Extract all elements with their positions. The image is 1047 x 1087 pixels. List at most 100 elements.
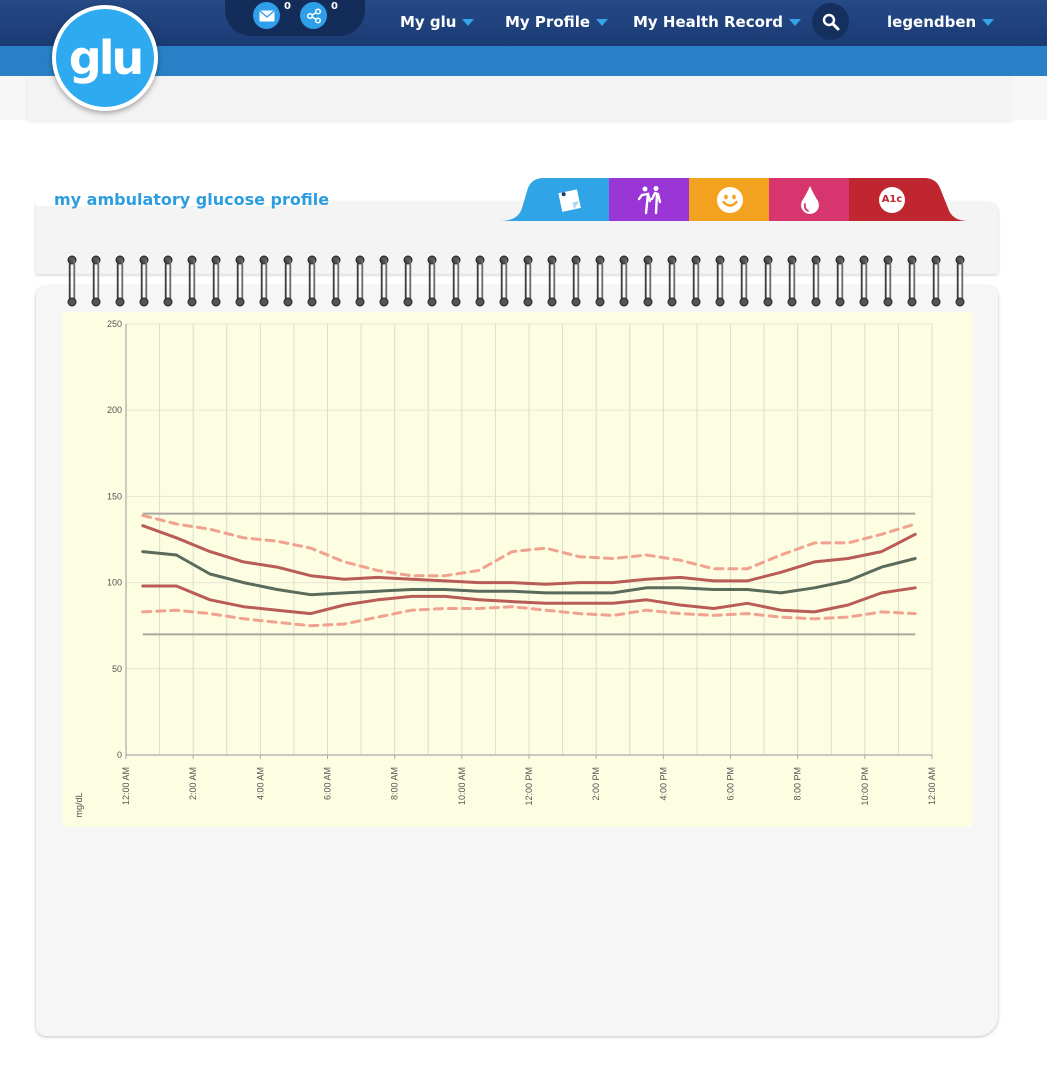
x-tick-label: 10:00 PM: [860, 767, 870, 806]
spiral-ring: [187, 255, 197, 307]
nav-my-glu-label: My glu: [400, 13, 457, 31]
y-tick-label: 200: [107, 405, 122, 415]
envelope-icon: [259, 9, 274, 21]
y-tick-label: 250: [107, 319, 122, 329]
spiral-ring: [667, 255, 677, 307]
spiral-ring: [595, 255, 605, 307]
chevron-down-icon: [596, 19, 609, 26]
x-tick-label: 2:00 AM: [188, 767, 198, 800]
category-tabs: A1c: [500, 178, 968, 221]
spiral-ring: [235, 255, 245, 307]
spiral-ring: [211, 255, 221, 307]
header-band: [28, 76, 1012, 120]
glucose-chart: 0 50 100 150 200 250 12:00 AM 2:00 AM 4:00 AM 6:0…: [74, 319, 937, 818]
spiral-ring: [115, 255, 125, 307]
glu-logo[interactable]: glu: [52, 5, 158, 111]
spiral-ring: [907, 255, 917, 307]
chevron-down-icon: [462, 19, 475, 26]
spiral-ring: [403, 255, 413, 307]
tab-glucose[interactable]: [769, 178, 850, 221]
chevron-down-icon: [789, 19, 802, 26]
spiral-ring: [883, 255, 893, 307]
glucose-series-line-1: [141, 524, 917, 586]
username-label: legendben: [887, 13, 977, 31]
spiral-ring: [859, 255, 869, 307]
nav-my-glu[interactable]: My glu: [400, 13, 475, 31]
user-menu[interactable]: legendben: [887, 13, 995, 31]
a1c-icon: A1c: [879, 186, 905, 213]
x-tick-label: 12:00 AM: [121, 767, 131, 805]
spiral-ring: [787, 255, 797, 307]
activity-icon: [637, 185, 661, 214]
x-tick-label: 4:00 AM: [255, 767, 265, 800]
spiral-ring: [475, 255, 485, 307]
tab-notes[interactable]: [540, 178, 600, 221]
spiral-ring: [67, 255, 77, 307]
note-icon: [558, 188, 581, 212]
spiral-ring: [715, 255, 725, 307]
spiral-ring: [355, 255, 365, 307]
spiral-ring: [307, 255, 317, 307]
y-tick-label: 150: [107, 491, 122, 501]
spiral-ring: [691, 255, 701, 307]
spiral-ring: [547, 255, 557, 307]
tab-a1c[interactable]: A1c: [849, 178, 935, 221]
spiral-ring: [139, 255, 149, 307]
header-band-right: [1012, 76, 1047, 120]
share-icon: [306, 7, 321, 24]
spiral-ring: [259, 255, 269, 307]
glucose-series-line-0: [141, 513, 917, 578]
title-tab: [36, 176, 306, 206]
header-band-left: [0, 76, 28, 120]
search-button[interactable]: [812, 3, 849, 40]
spiral-ring: [763, 255, 773, 307]
messages-count: 0: [284, 1, 291, 12]
y-tick-label: 0: [117, 750, 122, 760]
nav-my-profile-label: My Profile: [505, 13, 591, 31]
x-tick-label: 12:00 PM: [524, 767, 534, 806]
top-nav-bar: [0, 0, 1047, 46]
glucose-series-line-4: [141, 605, 917, 628]
spiral-ring: [379, 255, 389, 307]
tab-activity[interactable]: [609, 178, 690, 221]
shares-count: 0: [331, 1, 338, 12]
glucose-series-line-2: [141, 550, 917, 597]
x-tick-label: 4:00 PM: [658, 767, 668, 801]
spiral-ring: [283, 255, 293, 307]
tabs-background: [500, 178, 968, 221]
glucose-chart-area: 0 50 100 150 200 250 12:00 AM 2:00 AM 4:00 AM 6:0…: [62, 312, 972, 827]
nav-my-health-record[interactable]: My Health Record: [633, 13, 802, 31]
spiral-ring: [499, 255, 509, 307]
notebook-spiral: [67, 255, 965, 307]
sub-nav-bar: [0, 46, 1047, 76]
spiral-ring: [811, 255, 821, 307]
smiley-icon: [716, 186, 743, 213]
nav-my-profile[interactable]: My Profile: [505, 13, 609, 31]
x-tick-label: 2:00 PM: [591, 767, 601, 801]
spiral-ring: [931, 255, 941, 307]
spiral-ring: [331, 255, 341, 307]
page-title: my ambulatory glucose profile: [54, 190, 330, 209]
messages-button[interactable]: [253, 2, 280, 29]
nav-my-health-record-label: My Health Record: [633, 13, 784, 31]
spiral-ring: [619, 255, 629, 307]
shares-button[interactable]: [300, 2, 327, 29]
spiral-ring: [835, 255, 845, 307]
x-tick-label: 12:00 AM: [927, 767, 937, 805]
spiral-ring: [571, 255, 581, 307]
x-tick-label: 6:00 PM: [726, 767, 736, 801]
spiral-ring: [955, 255, 965, 307]
spiral-ring: [523, 255, 533, 307]
x-tick-label: 8:00 AM: [390, 767, 400, 800]
y-axis-label: mg/dL: [74, 792, 84, 817]
a1c-label: A1c: [881, 194, 903, 205]
x-tick-label: 10:00 AM: [457, 767, 467, 805]
spiral-ring: [643, 255, 653, 307]
tab-mood[interactable]: [689, 178, 770, 221]
y-tick-label: 50: [112, 664, 122, 674]
notification-bar: 0 0: [225, 0, 365, 36]
glucose-series-line-3: [141, 584, 917, 616]
y-tick-label: 100: [107, 578, 122, 588]
x-tick-label: 6:00 AM: [323, 767, 333, 800]
x-tick-label: 8:00 PM: [793, 767, 803, 801]
